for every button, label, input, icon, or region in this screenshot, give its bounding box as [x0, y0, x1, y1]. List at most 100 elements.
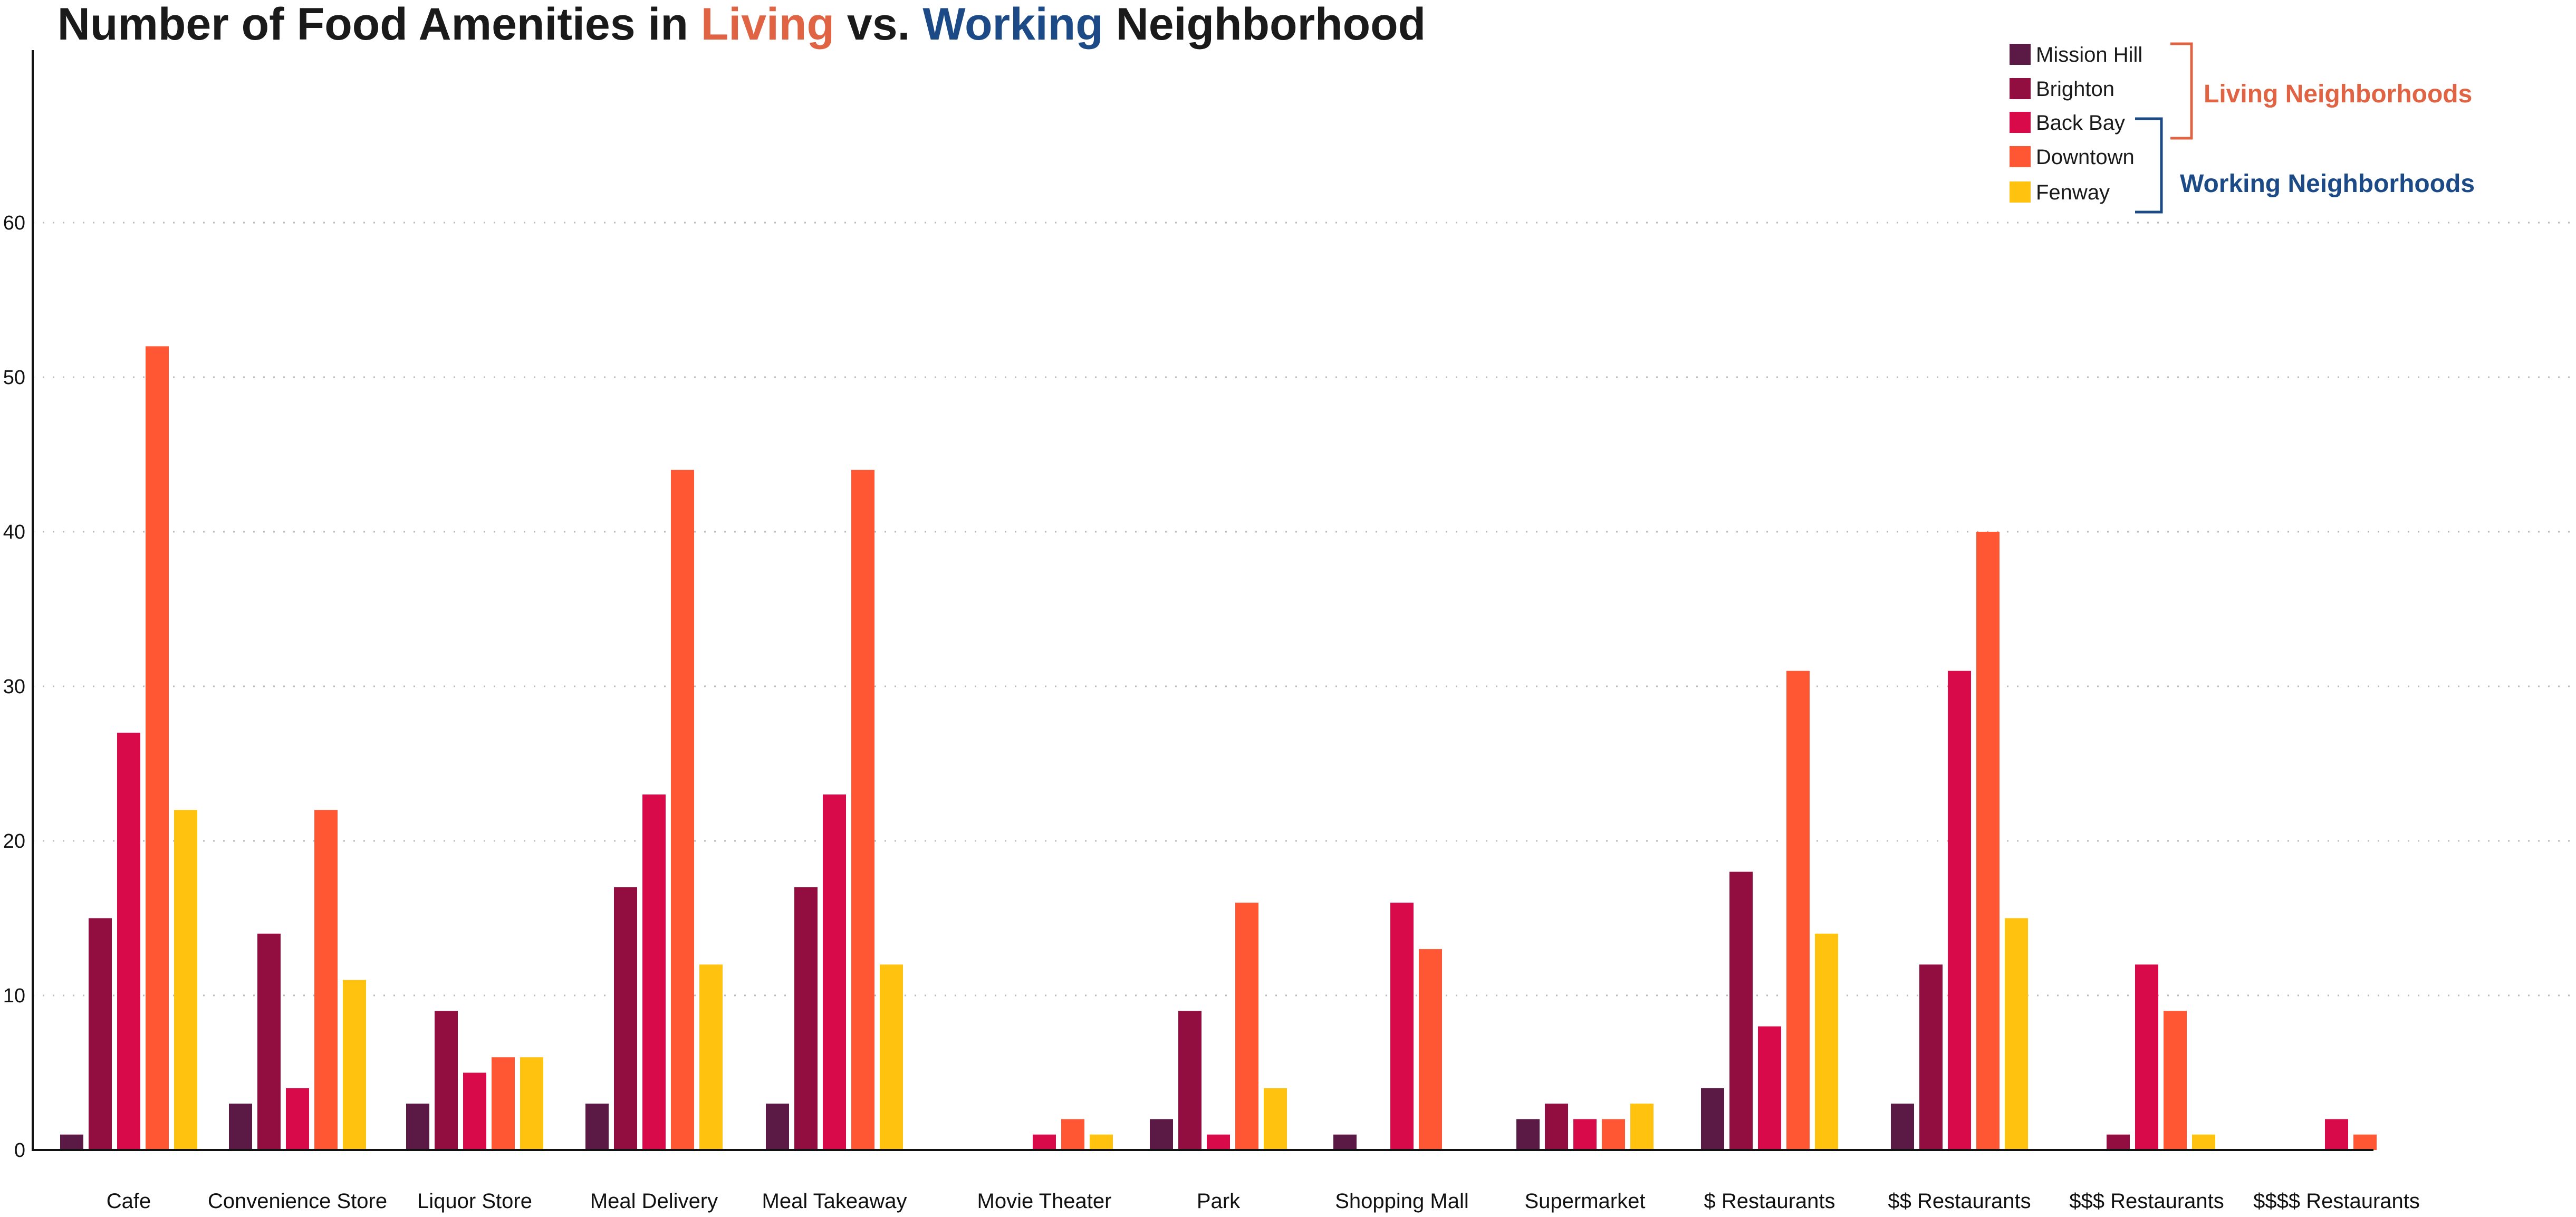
bar-park-downtown [1235, 903, 1258, 1150]
category-label-dollardollardollar-restaurants: $$$ Restaurants [2069, 1190, 2224, 1213]
bar-cafe-fenway [174, 810, 197, 1150]
bar-meal-delivery-back-bay [642, 794, 666, 1150]
category-label-meal-takeaway: Meal Takeaway [762, 1190, 907, 1213]
bar-dollar-restaurants-back-bay [1758, 1026, 1781, 1150]
bar-cafe-mission-hill [60, 1134, 83, 1150]
bar-liquor-store-brighton [435, 1011, 458, 1150]
bar-meal-takeaway-fenway [880, 964, 903, 1150]
bar-meal-delivery-downtown [671, 469, 694, 1150]
living-bracket [2170, 42, 2193, 140]
legend-label-downtown: Downtown [2036, 146, 2135, 169]
y-tick-labels: 0 10 20 30 40 50 60 [3, 212, 25, 1162]
title-part-middle: vs. [834, 0, 923, 50]
title-part-working: Working [922, 0, 1103, 50]
legend-swatch-mission-hill [2010, 44, 2031, 65]
bar-convenience-store-downtown [314, 810, 338, 1150]
y-tick-label-20: 20 [3, 830, 25, 852]
bars [60, 346, 2377, 1150]
y-tick-label-60: 60 [3, 212, 25, 234]
y-tick-label-40: 40 [3, 521, 25, 543]
bar-cafe-brighton [89, 918, 112, 1150]
legend: Mission Hill Brighton Back Bay Downtown Fenw… [2010, 42, 2475, 214]
bar-dollar-restaurants-fenway [1815, 933, 1838, 1150]
bar-meal-delivery-fenway [699, 964, 723, 1150]
category-label-convenience-store: Convenience Store [208, 1190, 387, 1213]
bar-dollardollardollardollar-restaurants-downtown [2353, 1134, 2377, 1150]
bar-dollardollardollar-restaurants-fenway [2192, 1134, 2215, 1150]
legend-swatch-back-bay [2010, 112, 2031, 133]
bar-dollar-restaurants-mission-hill [1701, 1088, 1724, 1150]
title-part-after: Neighborhood [1103, 0, 1426, 50]
bar-liquor-store-back-bay [463, 1072, 486, 1150]
chart-title: Number of Food Amenities in Living vs. W… [0, 0, 1483, 49]
legend-swatch-downtown [2010, 146, 2031, 167]
legend-label-back-bay: Back Bay [2036, 111, 2125, 135]
bar-supermarket-fenway [1630, 1104, 1654, 1150]
grid-lines [33, 222, 2576, 996]
bar-liquor-store-mission-hill [406, 1104, 429, 1150]
bar-movie-theater-fenway [1090, 1134, 1113, 1150]
bar-dollardollar-restaurants-fenway [2005, 918, 2028, 1150]
bar-convenience-store-fenway [343, 980, 366, 1150]
bar-dollardollar-restaurants-downtown [1976, 532, 2000, 1150]
y-tick-label-0: 0 [14, 1139, 25, 1162]
title-part-before: Number of Food Amenities in [57, 0, 701, 50]
legend-label-brighton: Brighton [2036, 78, 2114, 101]
bar-convenience-store-brighton [257, 933, 281, 1150]
axes [32, 50, 2373, 1151]
category-label-meal-delivery: Meal Delivery [590, 1190, 718, 1213]
bar-shopping-mall-back-bay [1390, 903, 1414, 1150]
category-label-cafe: Cafe [107, 1190, 151, 1213]
bar-shopping-mall-downtown [1419, 949, 1442, 1150]
category-label-liquor-store: Liquor Store [417, 1190, 532, 1213]
y-tick-label-50: 50 [3, 367, 25, 389]
bar-dollardollardollar-restaurants-downtown [2164, 1011, 2187, 1150]
bar-meal-takeaway-brighton [794, 887, 818, 1150]
y-tick-label-30: 30 [3, 676, 25, 698]
legend-swatch-fenway [2010, 181, 2031, 203]
bar-park-back-bay [1207, 1134, 1230, 1150]
bar-supermarket-brighton [1545, 1104, 1568, 1150]
bar-movie-theater-downtown [1061, 1119, 1084, 1150]
bar-dollardollardollar-restaurants-brighton [2107, 1134, 2130, 1150]
category-label-park: Park [1197, 1190, 1241, 1213]
bar-park-mission-hill [1150, 1119, 1173, 1150]
legend-label-fenway: Fenway [2036, 181, 2110, 204]
y-tick-label-10: 10 [3, 985, 25, 1007]
bar-cafe-back-bay [117, 732, 140, 1150]
bar-dollardollar-restaurants-brighton [1919, 964, 1943, 1150]
living-group-label: Living Neighborhoods [2204, 80, 2472, 108]
bar-supermarket-mission-hill [1516, 1119, 1540, 1150]
category-labels: Cafe Convenience Store Liquor Store Meal De… [107, 1190, 2420, 1213]
bar-convenience-store-back-bay [286, 1088, 309, 1150]
bar-meal-takeaway-back-bay [823, 794, 846, 1150]
bar-dollardollar-restaurants-back-bay [1948, 670, 1971, 1150]
bar-supermarket-back-bay [1573, 1119, 1597, 1150]
category-label-supermarket: Supermarket [1525, 1190, 1646, 1213]
bar-meal-delivery-mission-hill [585, 1104, 609, 1150]
bar-convenience-store-mission-hill [229, 1104, 252, 1150]
category-label-dollardollar-restaurants: $$ Restaurants [1888, 1190, 2031, 1213]
bar-liquor-store-downtown [492, 1057, 515, 1150]
category-label-shopping-mall: Shopping Mall [1335, 1190, 1469, 1213]
bar-dollardollar-restaurants-mission-hill [1891, 1104, 1914, 1150]
bar-dollardollardollardollar-restaurants-back-bay [2325, 1119, 2348, 1150]
category-label-dollardollardollardollar-restaurants: $$$$ Restaurants [2253, 1190, 2420, 1213]
bar-cafe-downtown [146, 346, 169, 1150]
category-label-dollar-restaurants: $ Restaurants [1704, 1190, 1835, 1213]
working-group-label: Working Neighborhoods [2180, 170, 2475, 198]
bar-liquor-store-fenway [520, 1057, 543, 1150]
bar-park-brighton [1178, 1011, 1202, 1150]
bar-meal-takeaway-downtown [851, 469, 874, 1150]
bar-dollar-restaurants-brighton [1729, 871, 1753, 1150]
bar-dollardollardollar-restaurants-back-bay [2135, 964, 2158, 1150]
bar-meal-delivery-brighton [614, 887, 637, 1150]
title-part-living: Living [700, 0, 834, 50]
category-label-movie-theater: Movie Theater [977, 1190, 1112, 1213]
bar-shopping-mall-mission-hill [1333, 1134, 1357, 1150]
legend-label-mission-hill: Mission Hill [2036, 43, 2142, 66]
bar-supermarket-downtown [1602, 1119, 1625, 1150]
bar-movie-theater-back-bay [1033, 1134, 1056, 1150]
working-bracket [2135, 117, 2163, 214]
legend-swatch-brighton [2010, 78, 2031, 99]
